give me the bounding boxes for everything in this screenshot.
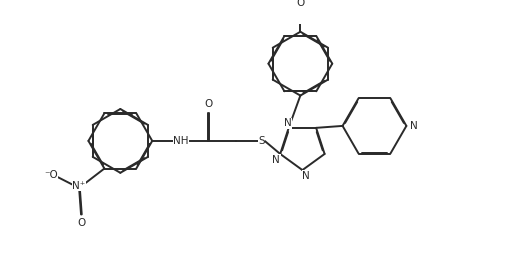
Text: N: N [303, 171, 310, 181]
Text: N: N [272, 155, 280, 165]
Text: ⁻O: ⁻O [44, 170, 57, 180]
Text: O: O [77, 218, 85, 228]
Text: O: O [296, 0, 305, 8]
Text: N: N [409, 121, 417, 131]
Text: NH: NH [173, 136, 189, 146]
Text: N: N [284, 118, 292, 128]
Text: S: S [258, 136, 265, 146]
Text: N⁺: N⁺ [72, 181, 86, 191]
Text: O: O [204, 99, 212, 109]
